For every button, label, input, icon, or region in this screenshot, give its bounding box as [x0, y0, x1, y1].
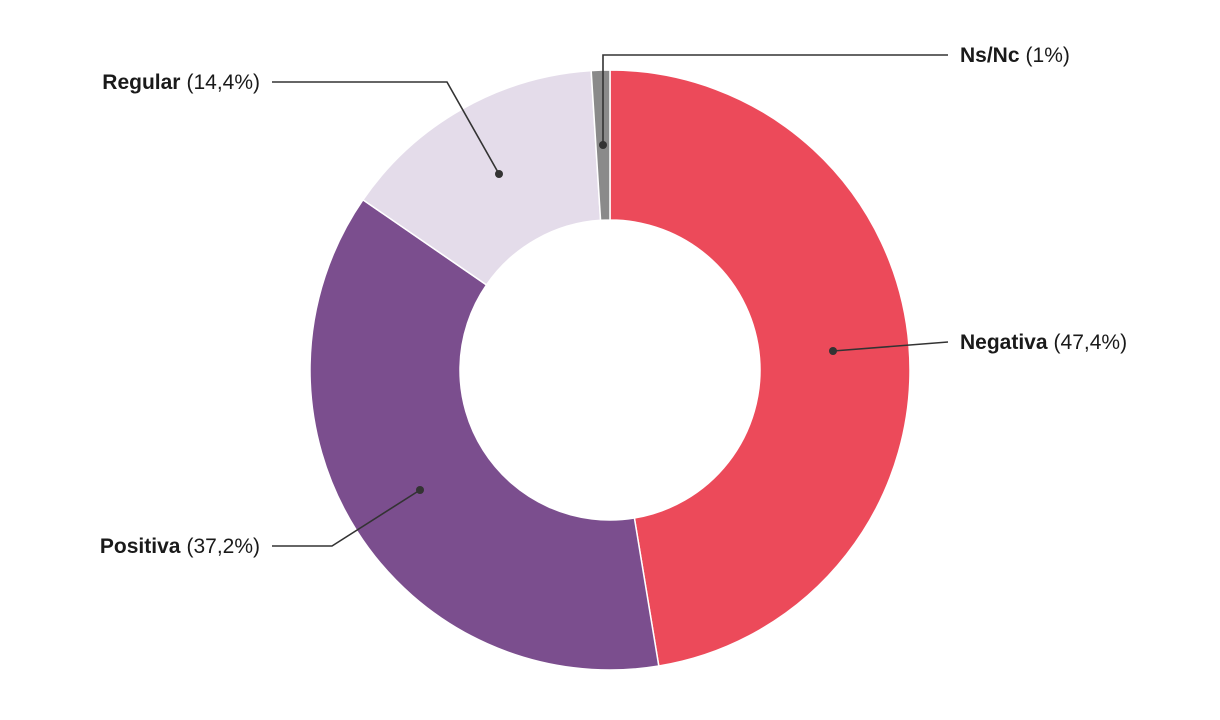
callout-regular: Regular (14,4%) — [102, 71, 503, 178]
callouts: Negativa (47,4%) Positiva (37,2%) Regular (… — [100, 44, 1127, 558]
label-negativa-value: (47,4%) — [1054, 331, 1128, 354]
label-nsnc-value: (1%) — [1026, 44, 1070, 67]
label-negativa-name: Negativa — [960, 331, 1048, 354]
label-regular-name: Regular — [102, 71, 180, 94]
leader-dot-nsnc — [599, 141, 607, 149]
leader-dot-regular — [495, 170, 503, 178]
label-regular-value: (14,4%) — [186, 71, 260, 94]
label-nsnc: Ns/Nc (1%) — [960, 44, 1070, 67]
label-regular: Regular (14,4%) — [102, 71, 260, 94]
leader-line-nsnc — [602, 54, 948, 145]
callout-negativa: Negativa (47,4%) — [829, 331, 1127, 355]
leader-line-regular — [272, 81, 500, 175]
label-nsnc-name: Ns/Nc — [960, 44, 1020, 67]
label-positiva-value: (37,2%) — [186, 535, 260, 558]
leader-dot-positiva — [416, 486, 424, 494]
callout-nsnc: Ns/Nc (1%) — [599, 44, 1070, 149]
leader-dot-negativa — [829, 347, 837, 355]
label-negativa: Negativa (47,4%) — [960, 331, 1127, 354]
slice-positiva — [309, 198, 660, 671]
slice-negativa — [609, 69, 911, 667]
leader-line-negativa — [832, 341, 949, 352]
donut-slices — [309, 69, 911, 671]
label-positiva-name: Positiva — [100, 535, 181, 558]
label-positiva: Positiva (37,2%) — [100, 535, 260, 558]
slice-regular — [361, 69, 602, 286]
leader-line-positiva — [272, 489, 421, 547]
callout-positiva: Positiva (37,2%) — [100, 486, 424, 558]
